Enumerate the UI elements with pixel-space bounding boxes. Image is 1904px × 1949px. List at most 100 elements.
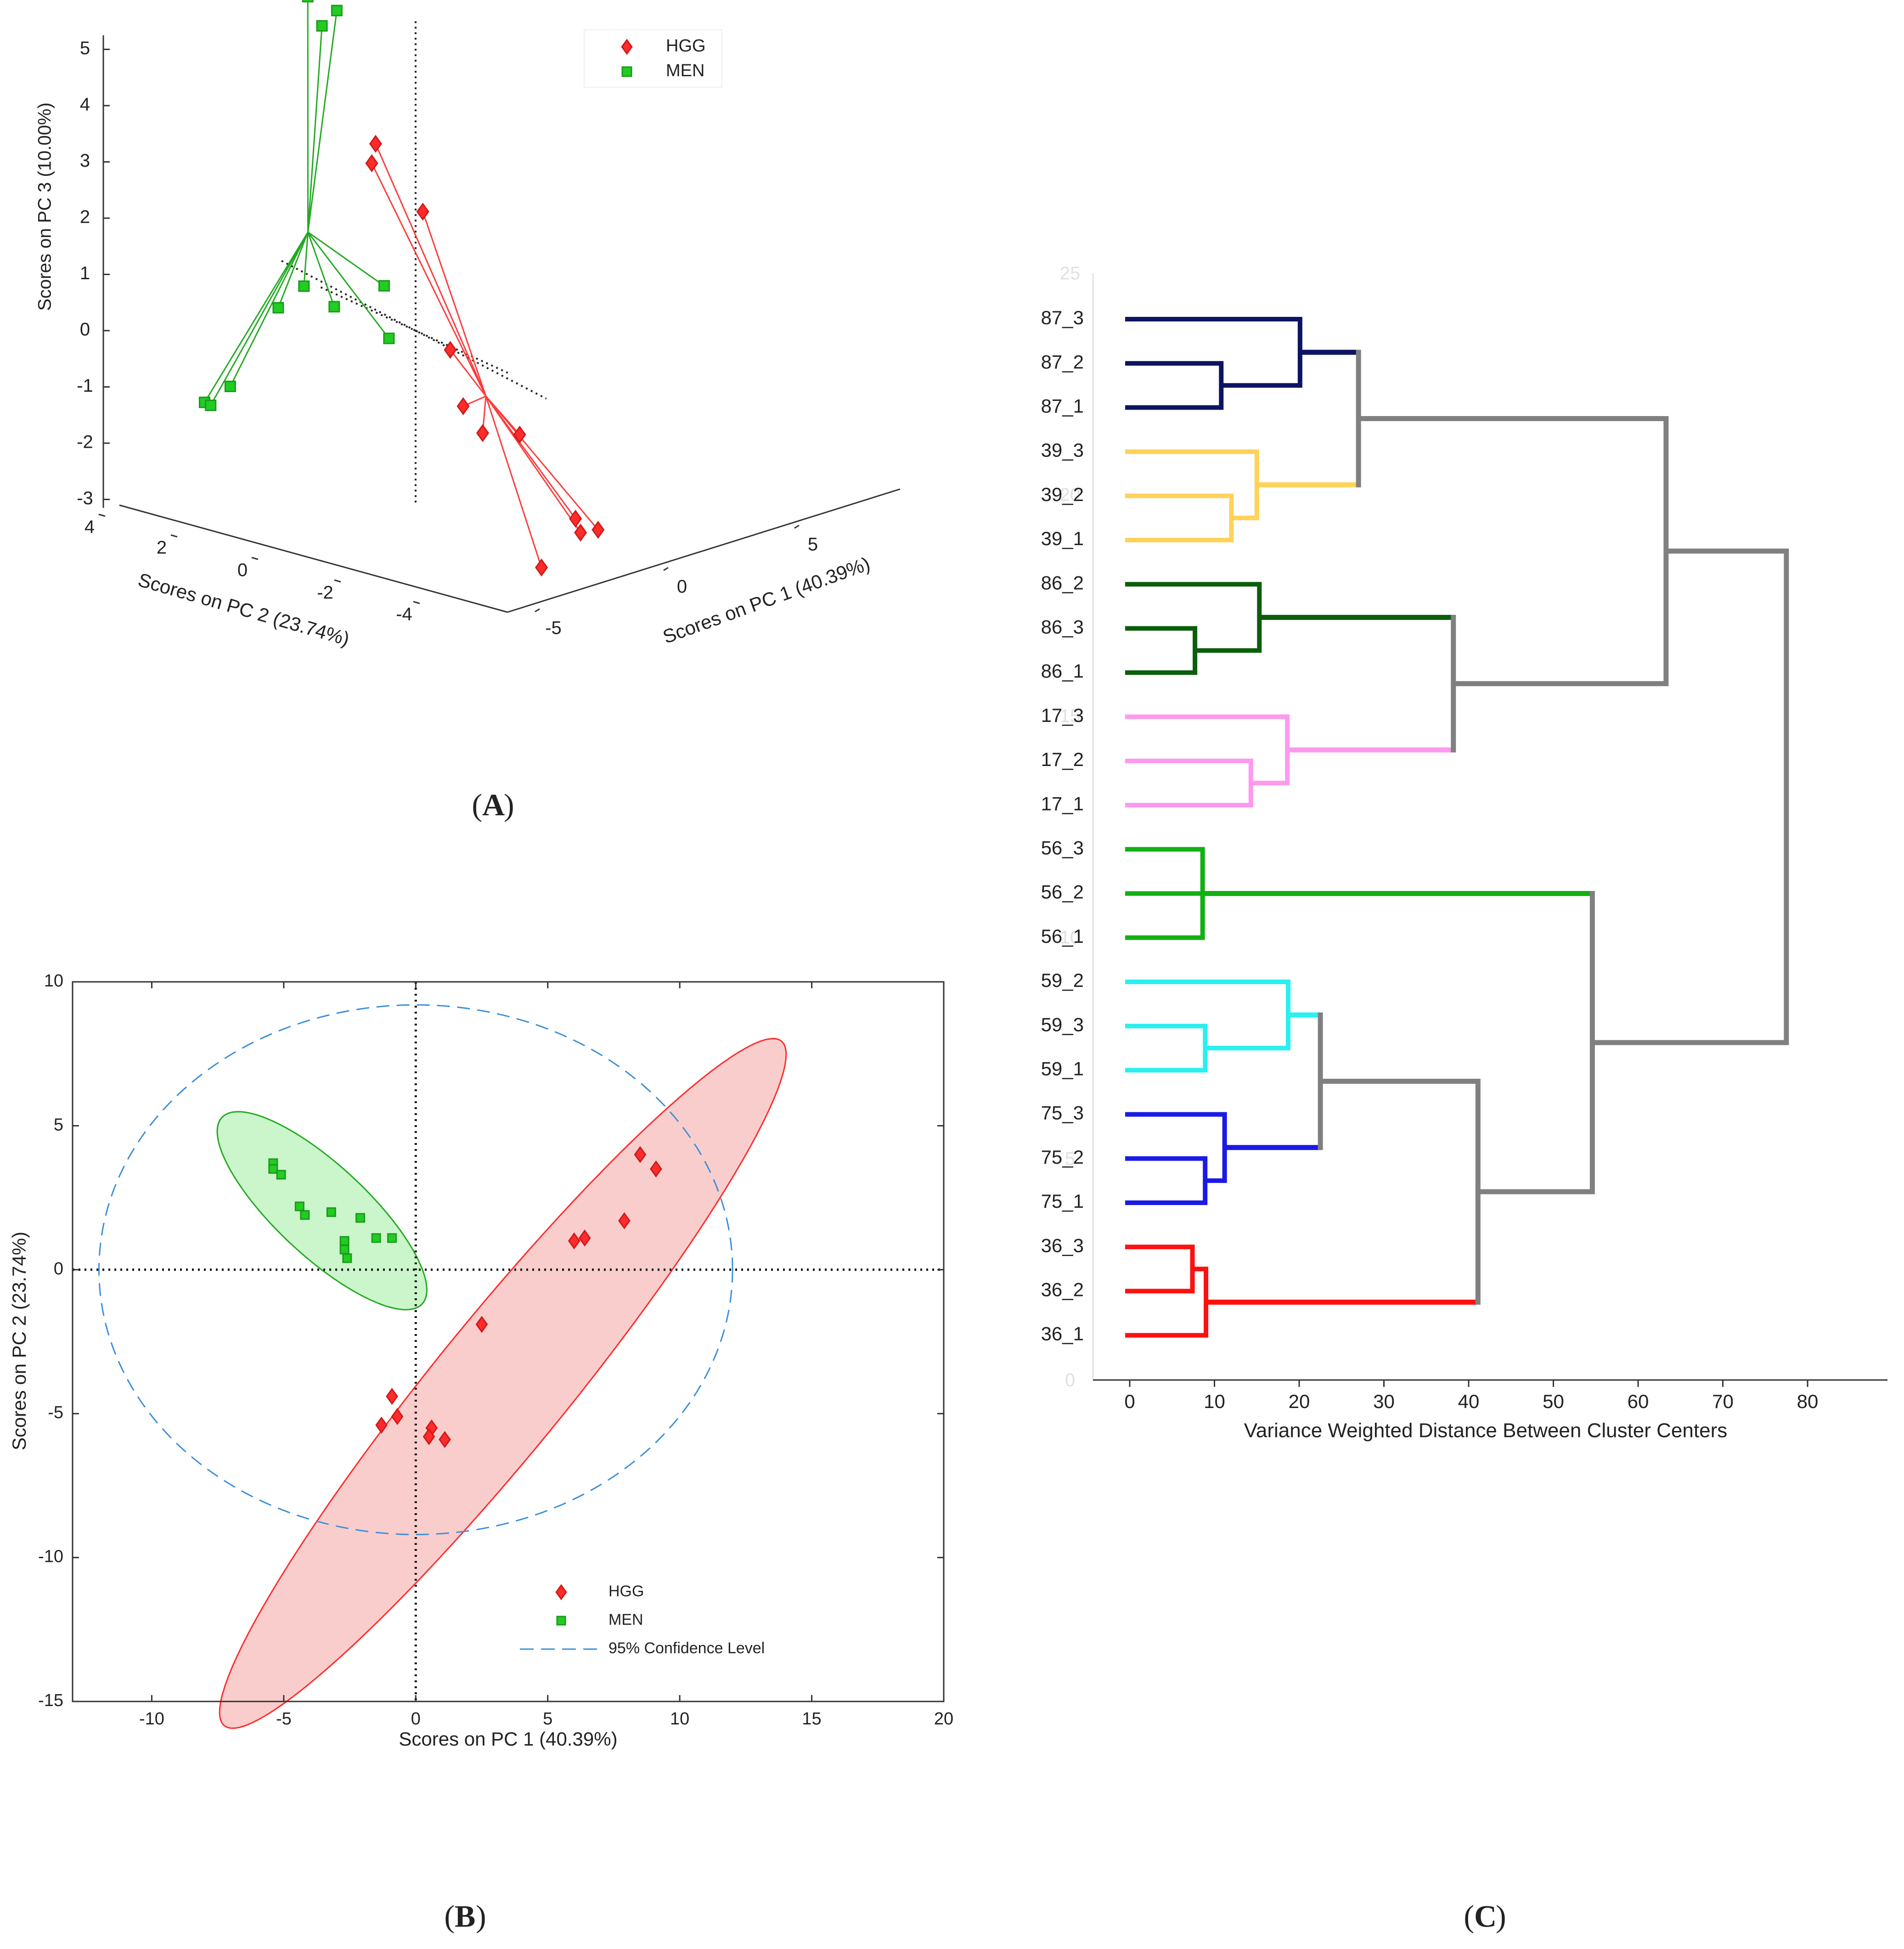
men-point: [272, 302, 284, 314]
hgg-point: [444, 341, 457, 359]
y-tick-label: -5: [48, 1403, 63, 1422]
legend-men-marker: [556, 1616, 566, 1626]
men-point: [316, 20, 328, 32]
y-axis-title: Scores on PC 2 (23.74%): [8, 1232, 30, 1450]
hgg-point: [568, 1232, 580, 1250]
hgg-point: [591, 521, 605, 539]
men-ellipse: [216, 1111, 428, 1311]
x-tick-label: 20: [934, 1709, 953, 1729]
pc1-axis-title: Scores on PC 1 (40.39%): [660, 552, 873, 648]
legend-label: 95% Confidence Level: [608, 1639, 765, 1657]
x-tick-label: -5: [276, 1709, 292, 1729]
leaf-label: 56_2: [1041, 881, 1084, 903]
y-tick-label: 5: [54, 1115, 63, 1134]
pc2-axis-line: [119, 504, 508, 613]
men-point: [302, 0, 314, 3]
leaf-label: 36_1: [1041, 1323, 1084, 1345]
x-tick-label: 80: [1797, 1391, 1819, 1412]
pc2-tick: [251, 557, 259, 560]
leaf-label: 56_3: [1041, 837, 1084, 858]
leaf-label: 75_3: [1041, 1102, 1084, 1124]
y-tick-label: 0: [54, 1259, 63, 1279]
panel-label-paren: (: [472, 788, 482, 822]
panel-b-label: B: [455, 1899, 475, 1934]
hgg-point: [386, 1388, 398, 1405]
panel-label-paren: ): [504, 788, 514, 822]
pc3-tick-label: 3: [80, 151, 90, 171]
leaf-label: 86_3: [1041, 616, 1084, 637]
x-tick-label: 40: [1458, 1391, 1480, 1412]
leaf-label: 56_1: [1041, 925, 1084, 947]
leaf-label: 87_2: [1041, 351, 1084, 372]
centroid-link-line: [204, 231, 309, 403]
leaf-label: 59_2: [1041, 969, 1084, 991]
legend-hgg-marker: [621, 39, 633, 55]
pc2-tick: [170, 534, 178, 538]
legend-label: HGG: [608, 1583, 644, 1600]
leaf-label: 59_3: [1041, 1014, 1084, 1035]
hgg-point: [634, 1146, 647, 1163]
pc2-tick-label: -2: [317, 583, 333, 603]
hgg-point: [375, 1416, 388, 1434]
centroid-link-line: [307, 231, 390, 339]
x-tick-label: 50: [1543, 1391, 1564, 1412]
x-tick-label: 20: [1289, 1391, 1310, 1412]
centroid-link-line: [307, 10, 338, 232]
centroid-link-line: [277, 231, 309, 308]
men-point: [383, 332, 395, 344]
hgg-point: [618, 1212, 631, 1229]
men-point: [294, 1201, 304, 1211]
faint-y-tick-label: 5: [1065, 1149, 1075, 1169]
centroid-link-line: [307, 231, 385, 287]
hgg-point: [439, 1431, 451, 1448]
men-point: [355, 1213, 366, 1223]
pc2-tick: [98, 513, 106, 517]
hgg-point: [391, 1408, 404, 1425]
leaf-label: 39_3: [1041, 439, 1084, 461]
panel-c-label: C: [1474, 1899, 1497, 1934]
hgg-point: [369, 135, 382, 153]
centroid-link-line: [303, 232, 309, 287]
hgg-point: [569, 509, 582, 528]
pc1-origin-line: [281, 260, 547, 400]
faint-y-tick-label: 25: [1060, 264, 1081, 284]
hgg-point: [456, 397, 470, 416]
centroid-link-line: [485, 395, 599, 530]
pc3-tick-label: 1: [80, 263, 90, 283]
leaf-label: 17_1: [1041, 793, 1084, 814]
x-tick-label: 15: [802, 1709, 821, 1729]
men-point: [205, 400, 217, 411]
men-point: [339, 1236, 349, 1246]
leaf-label: 39_2: [1041, 484, 1084, 505]
x-tick-label: 30: [1373, 1391, 1395, 1412]
hgg-point: [650, 1160, 662, 1177]
pc2-tick-label: 4: [84, 517, 95, 537]
hgg-point: [475, 1316, 488, 1333]
panel-a-label: A: [482, 788, 505, 822]
pc3-tick-label: 2: [80, 207, 90, 227]
pc2-tick-label: 2: [157, 538, 167, 558]
hgg-point: [574, 524, 587, 542]
men-point: [300, 1210, 310, 1220]
centroid-link-line: [307, 26, 323, 232]
hgg-point: [365, 154, 378, 173]
men-point: [378, 280, 390, 292]
hgg-point: [476, 424, 490, 442]
x-axis-title: Scores on PC 1 (40.39%): [399, 1728, 617, 1750]
pc2-tick: [334, 579, 341, 583]
x-tick-label: 5: [543, 1709, 552, 1729]
x-tick-label: 70: [1712, 1391, 1734, 1412]
pc1-tick: [663, 567, 669, 571]
centroid-link-line: [230, 231, 309, 387]
legend-box: [584, 29, 722, 88]
pc2-tick: [413, 601, 420, 604]
pc1-tick-label: -5: [545, 618, 562, 638]
pc3-tick-label: -1: [77, 376, 93, 396]
y-tick-label: -15: [38, 1691, 63, 1710]
leaf-label: 75_1: [1041, 1190, 1084, 1212]
panel-label-paren: (: [1464, 1899, 1474, 1934]
confidence-ellipse: [98, 1004, 733, 1535]
hgg-point: [578, 1229, 591, 1247]
y-tick-label: 10: [44, 971, 63, 991]
